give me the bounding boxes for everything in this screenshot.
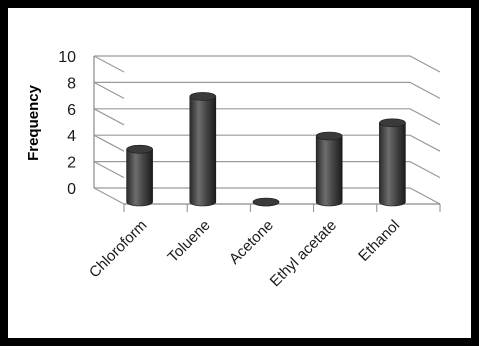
bar-body — [126, 148, 153, 207]
bar-body — [189, 96, 217, 207]
chart-frame: Frequency 0 2 4 6 8 10 Chloroform Toluene Aceton… — [0, 0, 479, 346]
y-tick-label: 2 — [67, 155, 76, 172]
bars — [126, 92, 406, 207]
gridline-side — [93, 161, 125, 179]
bar-top — [379, 118, 406, 128]
bar-top — [189, 92, 217, 101]
gridline-side — [93, 108, 125, 126]
y-tick-label: 0 — [67, 181, 76, 198]
x-tick-label: Chloroform — [86, 217, 150, 281]
frequency-bar-chart: Frequency 0 2 4 6 8 10 Chloroform Toluene Aceton… — [25, 49, 441, 290]
bar — [126, 144, 153, 207]
y-tick-label: 10 — [58, 49, 76, 66]
y-axis-label: Frequency — [25, 84, 42, 161]
x-tick-label: Ethyl acetate — [267, 217, 340, 290]
bar-body — [379, 122, 406, 207]
bar — [315, 131, 343, 207]
gridline-side — [93, 134, 125, 152]
bar — [189, 92, 217, 207]
gridline-side — [93, 81, 125, 99]
bar — [252, 197, 280, 207]
x-tick-label: Ethanol — [355, 217, 403, 265]
gridline — [94, 55, 441, 73]
bar-top — [252, 197, 280, 207]
x-tick-label: Acetone — [226, 217, 277, 268]
gridline-side — [93, 187, 125, 205]
gridline — [94, 81, 441, 99]
y-tick-label: 8 — [67, 75, 76, 92]
bar-top — [126, 144, 153, 154]
gridline-side — [93, 55, 125, 73]
y-tick-label: 4 — [67, 128, 76, 145]
bar-body — [315, 135, 343, 207]
y-tick-label: 6 — [67, 102, 76, 119]
x-tick-label: Toluene — [164, 217, 213, 266]
bar-top — [315, 131, 343, 141]
bar — [379, 118, 406, 207]
